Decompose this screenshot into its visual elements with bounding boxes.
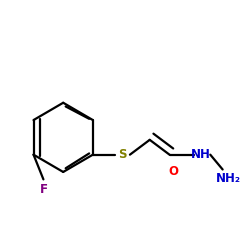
Text: O: O (168, 166, 178, 178)
Text: S: S (118, 148, 127, 161)
Text: F: F (40, 183, 48, 196)
Text: NH: NH (190, 148, 210, 161)
Text: NH₂: NH₂ (216, 172, 241, 185)
